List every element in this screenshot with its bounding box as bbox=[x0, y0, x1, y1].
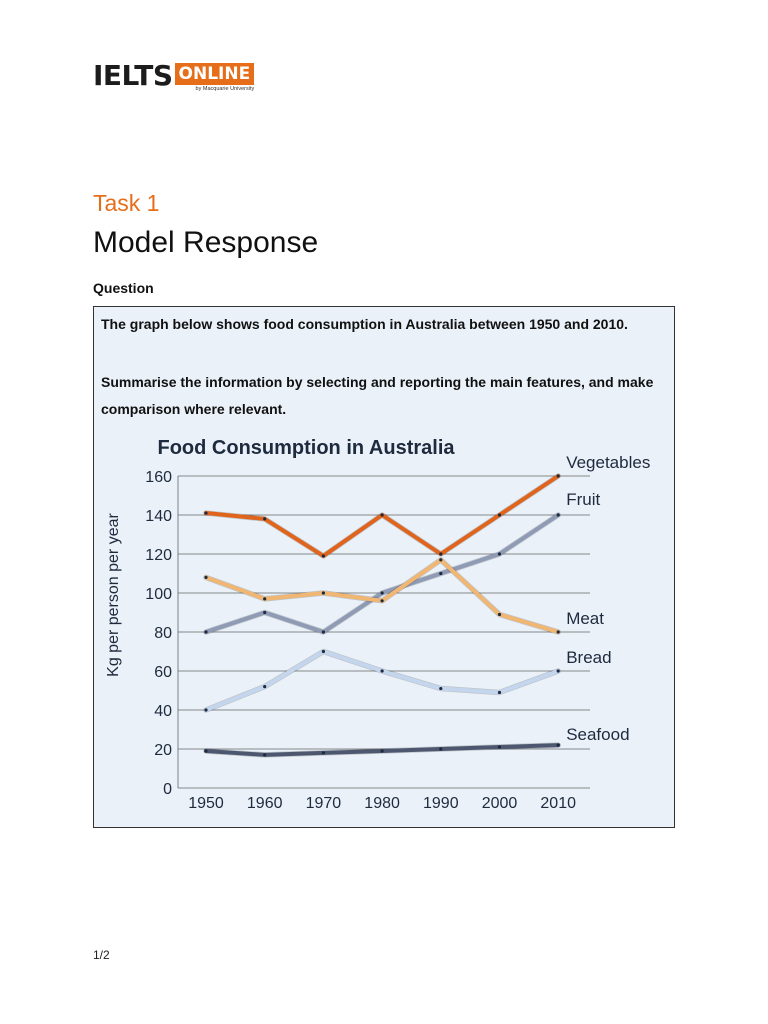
grid-layer: 0 20 40 60 80 100 120 140 160 1950 1960 1970 1980 199… bbox=[145, 469, 590, 812]
data-point-bread bbox=[321, 649, 325, 654]
page-number: 1/2 bbox=[93, 948, 110, 962]
data-point-seafood bbox=[204, 749, 208, 753]
data-point-fruit bbox=[497, 552, 502, 556]
y-tick-label: 40 bbox=[154, 703, 172, 720]
data-point-bread bbox=[204, 708, 208, 712]
question-box: The graph below shows food consumption i… bbox=[93, 306, 675, 828]
data-point-fruit bbox=[263, 610, 267, 615]
data-point-bread bbox=[497, 690, 502, 695]
label-layer: Vegetables Fruit Meat Bread Seafood bbox=[566, 453, 650, 744]
x-tick-label: 1990 bbox=[423, 795, 459, 812]
y-tick-label: 60 bbox=[154, 664, 172, 681]
series-label-seafood: Seafood bbox=[566, 725, 629, 744]
data-point-meat bbox=[380, 599, 384, 603]
data-point-meat bbox=[439, 558, 443, 562]
y-tick-label: 0 bbox=[163, 781, 172, 798]
data-point-seafood bbox=[556, 743, 560, 747]
question-label: Question bbox=[93, 280, 154, 296]
ielts-online-logo: IELTS ONLINE by Macquarie University bbox=[93, 59, 255, 94]
y-tick-label: 160 bbox=[145, 469, 172, 486]
x-tick-label: 2000 bbox=[482, 795, 518, 812]
data-point-seafood bbox=[439, 747, 443, 751]
data-point-meat bbox=[321, 591, 325, 595]
x-tick-label: 1960 bbox=[247, 795, 283, 812]
data-point-meat bbox=[556, 630, 560, 634]
data-point-bread bbox=[263, 685, 267, 689]
task-label: Task 1 bbox=[93, 190, 160, 216]
data-point-seafood bbox=[497, 745, 502, 749]
data-point-fruit bbox=[380, 591, 384, 595]
series-line-bread bbox=[204, 649, 561, 712]
x-tick-label: 1970 bbox=[306, 795, 342, 812]
logo-ielts-text: IELTS bbox=[93, 59, 173, 92]
y-tick-label: 20 bbox=[154, 742, 172, 759]
food-consumption-chart: Food Consumption in Australia Kg per per… bbox=[105, 437, 650, 812]
data-point-vegetables bbox=[439, 552, 443, 556]
data-point-fruit bbox=[556, 513, 560, 517]
data-point-fruit bbox=[439, 571, 443, 576]
data-point-vegetables bbox=[204, 511, 208, 515]
data-point-vegetables bbox=[556, 474, 560, 478]
x-tick-label: 1980 bbox=[364, 795, 400, 812]
data-point-vegetables bbox=[380, 513, 384, 517]
data-point-fruit bbox=[321, 630, 325, 634]
data-point-meat bbox=[204, 575, 208, 579]
question-text-2: Summarise the information by selecting a… bbox=[101, 374, 654, 417]
chart-title: Food Consumption in Australia bbox=[157, 437, 455, 459]
question-text-1: The graph below shows food consumption i… bbox=[101, 316, 628, 332]
x-tick-label: 2010 bbox=[540, 795, 576, 812]
logo-online-badge: ONLINE bbox=[174, 63, 255, 85]
series-label-meat: Meat bbox=[566, 609, 604, 628]
y-tick-label: 120 bbox=[145, 547, 172, 564]
series-layer bbox=[203, 473, 561, 758]
data-point-meat bbox=[263, 597, 267, 601]
data-point-vegetables bbox=[497, 513, 502, 517]
data-point-meat bbox=[497, 612, 502, 617]
data-point-vegetables bbox=[263, 517, 267, 521]
series-line-shadow-bread bbox=[203, 648, 561, 713]
y-tick-label: 100 bbox=[145, 586, 172, 603]
data-point-seafood bbox=[321, 751, 325, 755]
logo-subtitle: by Macquarie University bbox=[195, 86, 255, 92]
x-tick-label: 1950 bbox=[188, 795, 224, 812]
page-title: Model Response bbox=[93, 226, 319, 259]
data-point-bread bbox=[556, 669, 560, 673]
y-axis-label: Kg per person per year bbox=[105, 513, 122, 677]
series-label-fruit: Fruit bbox=[566, 490, 600, 509]
series-label-vegetables: Vegetables bbox=[566, 453, 650, 472]
data-point-fruit bbox=[204, 630, 208, 634]
y-tick-label: 80 bbox=[154, 625, 172, 642]
data-point-seafood bbox=[263, 753, 267, 757]
data-point-vegetables bbox=[321, 554, 325, 558]
data-point-bread bbox=[380, 669, 384, 673]
y-tick-label: 140 bbox=[145, 508, 172, 525]
data-point-bread bbox=[439, 686, 443, 691]
data-point-seafood bbox=[380, 749, 384, 753]
series-label-bread: Bread bbox=[566, 648, 611, 667]
